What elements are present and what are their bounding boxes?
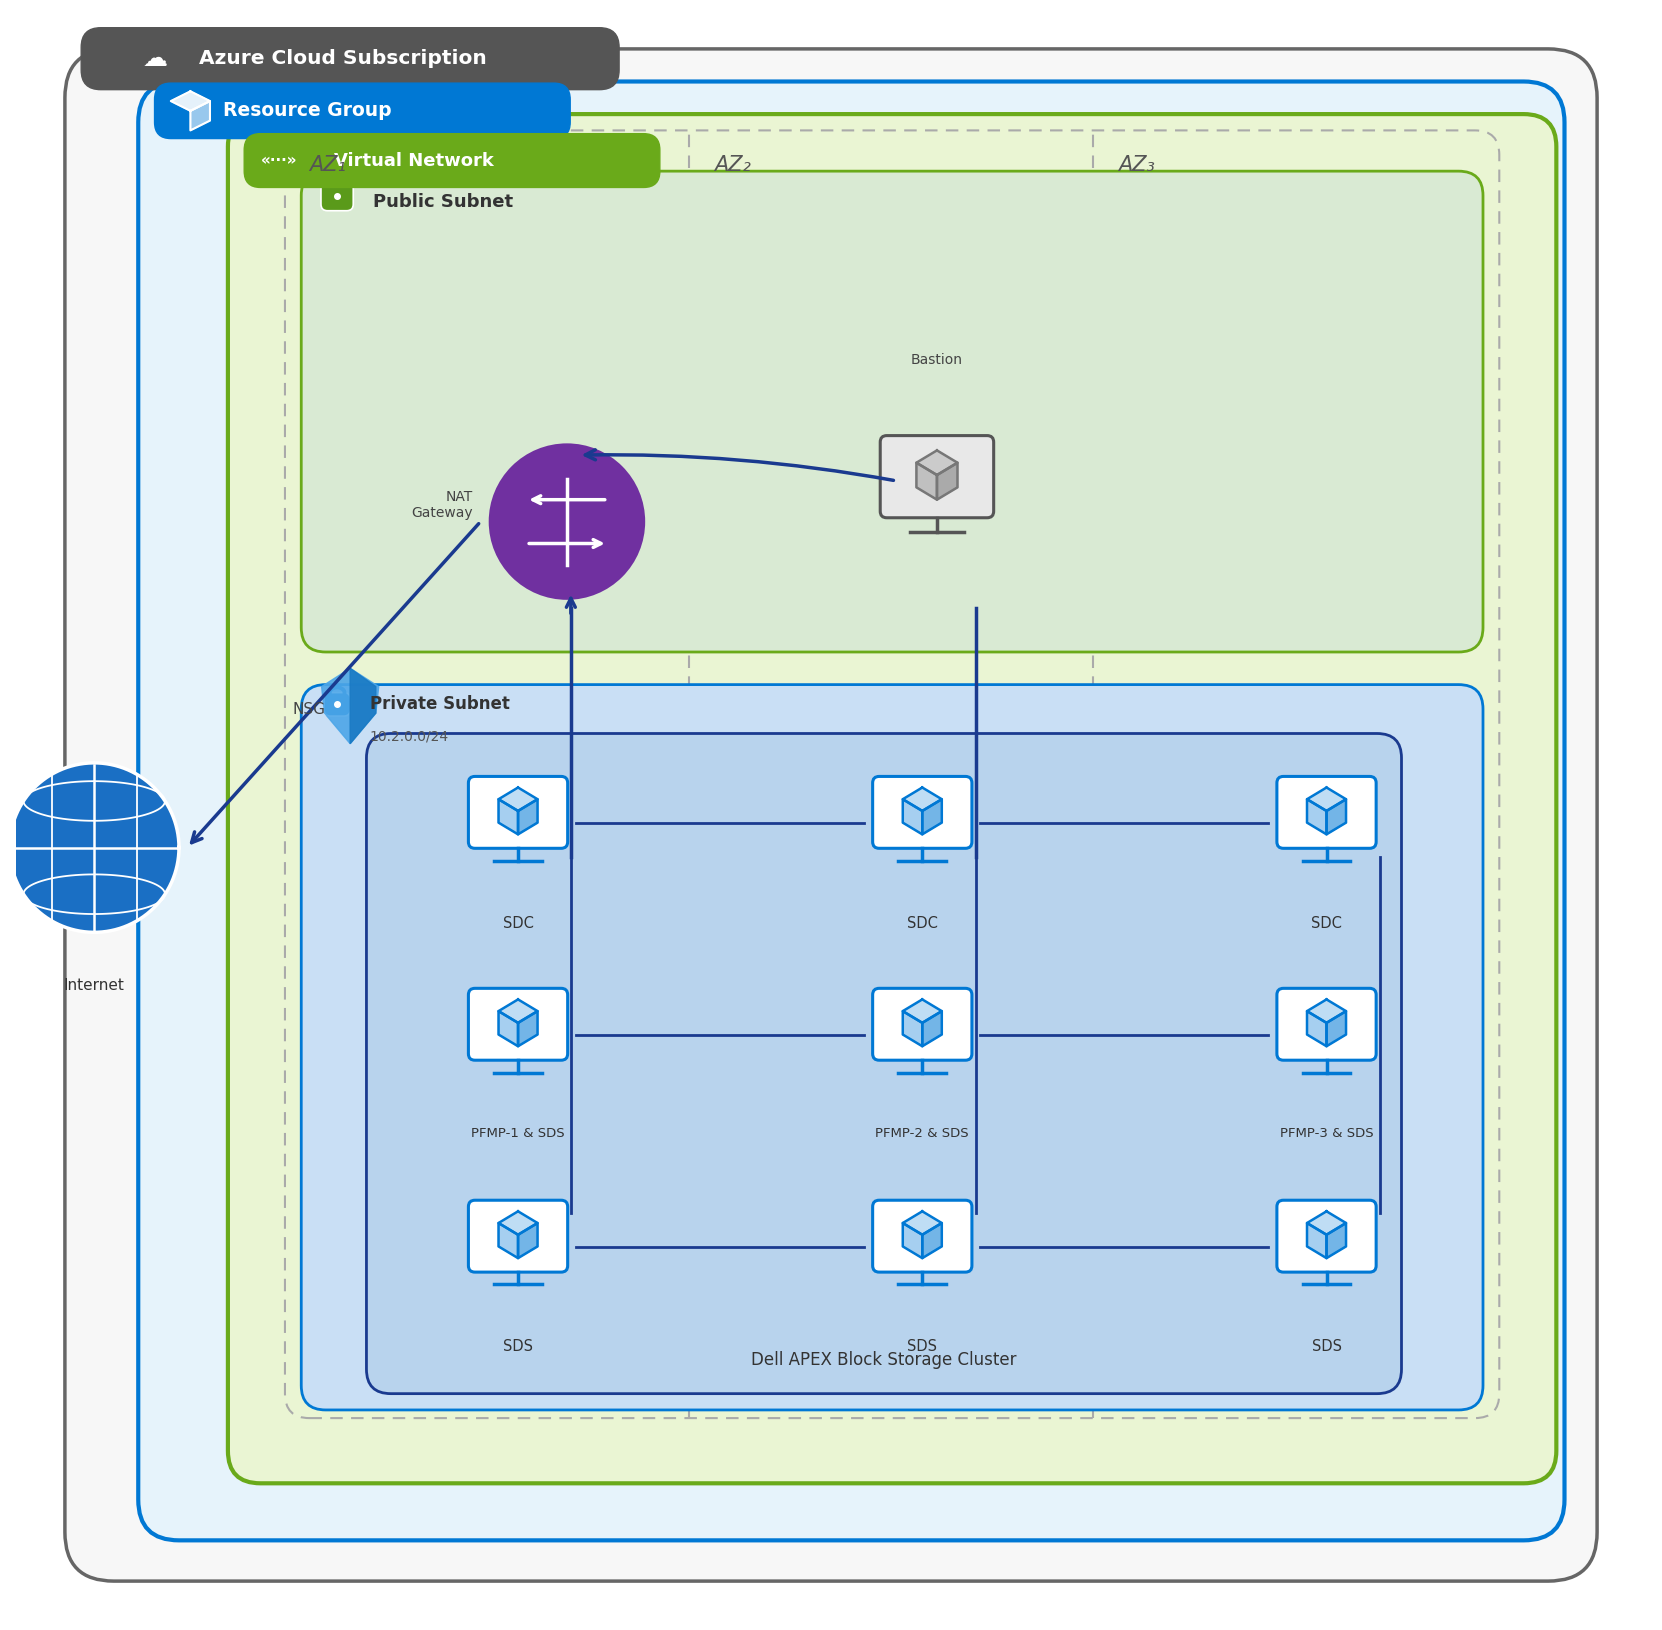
Text: SDC: SDC <box>502 916 534 931</box>
Text: PFMP-2 & SDS: PFMP-2 & SDS <box>876 1128 969 1141</box>
Text: ☁: ☁ <box>143 47 168 70</box>
Polygon shape <box>902 1211 942 1236</box>
FancyBboxPatch shape <box>81 28 620 90</box>
Polygon shape <box>499 787 537 812</box>
Polygon shape <box>902 999 942 1024</box>
Text: AZ₁: AZ₁ <box>309 155 346 174</box>
Text: SDS: SDS <box>1311 1340 1341 1355</box>
Polygon shape <box>902 1011 922 1046</box>
Polygon shape <box>519 1011 537 1046</box>
Polygon shape <box>916 450 957 474</box>
Text: PFMP-3 & SDS: PFMP-3 & SDS <box>1280 1128 1373 1141</box>
Text: SDC: SDC <box>907 916 937 931</box>
FancyBboxPatch shape <box>301 685 1483 1410</box>
Polygon shape <box>1326 799 1346 835</box>
Polygon shape <box>922 1011 942 1046</box>
Polygon shape <box>1306 799 1326 835</box>
Polygon shape <box>191 101 209 130</box>
Polygon shape <box>1306 999 1346 1024</box>
Polygon shape <box>519 799 537 835</box>
FancyBboxPatch shape <box>873 988 972 1060</box>
Text: Public Subnet: Public Subnet <box>372 192 514 212</box>
Text: Azure Cloud Subscription: Azure Cloud Subscription <box>198 49 487 68</box>
FancyBboxPatch shape <box>469 1200 568 1271</box>
Polygon shape <box>171 91 209 111</box>
FancyBboxPatch shape <box>1276 1200 1376 1271</box>
FancyBboxPatch shape <box>244 134 660 187</box>
FancyBboxPatch shape <box>881 435 994 518</box>
FancyBboxPatch shape <box>873 776 972 848</box>
Polygon shape <box>519 1222 537 1258</box>
Text: Virtual Network: Virtual Network <box>334 152 494 170</box>
FancyBboxPatch shape <box>1276 776 1376 848</box>
Polygon shape <box>499 999 537 1024</box>
FancyBboxPatch shape <box>1276 988 1376 1060</box>
Circle shape <box>489 443 645 600</box>
Polygon shape <box>916 463 937 500</box>
Polygon shape <box>1326 1222 1346 1258</box>
FancyBboxPatch shape <box>65 49 1597 1581</box>
Polygon shape <box>1306 787 1346 812</box>
Text: 10.2.0.0/24: 10.2.0.0/24 <box>369 730 449 743</box>
Polygon shape <box>1306 1211 1346 1236</box>
Text: PFMP-1 & SDS: PFMP-1 & SDS <box>472 1128 565 1141</box>
Circle shape <box>10 763 179 932</box>
Polygon shape <box>499 799 519 835</box>
Polygon shape <box>922 799 942 835</box>
Text: Internet: Internet <box>63 978 125 993</box>
FancyBboxPatch shape <box>366 734 1401 1394</box>
Text: Resource Group: Resource Group <box>223 101 392 121</box>
Text: «···»: «···» <box>261 153 297 168</box>
Polygon shape <box>1306 1011 1326 1046</box>
FancyBboxPatch shape <box>321 183 354 210</box>
FancyBboxPatch shape <box>873 1200 972 1271</box>
Polygon shape <box>351 668 376 743</box>
FancyBboxPatch shape <box>138 82 1564 1540</box>
Polygon shape <box>922 1222 942 1258</box>
Polygon shape <box>937 463 957 500</box>
Text: SDS: SDS <box>907 1340 937 1355</box>
Polygon shape <box>902 1222 922 1258</box>
Polygon shape <box>902 787 942 812</box>
Text: NAT
Gateway: NAT Gateway <box>411 491 472 520</box>
Polygon shape <box>1306 1222 1326 1258</box>
Text: AZ₂: AZ₂ <box>713 155 751 174</box>
Polygon shape <box>499 1011 519 1046</box>
Text: SDS: SDS <box>504 1340 534 1355</box>
Text: Bastion: Bastion <box>911 352 962 367</box>
Polygon shape <box>499 1211 537 1236</box>
FancyBboxPatch shape <box>324 693 351 716</box>
Text: AZ₃: AZ₃ <box>1119 155 1155 174</box>
Polygon shape <box>322 668 379 743</box>
FancyBboxPatch shape <box>228 114 1556 1483</box>
Text: SDC: SDC <box>1311 916 1341 931</box>
FancyBboxPatch shape <box>155 83 570 139</box>
FancyBboxPatch shape <box>469 776 568 848</box>
FancyBboxPatch shape <box>469 988 568 1060</box>
Polygon shape <box>1326 1011 1346 1046</box>
Polygon shape <box>499 1222 519 1258</box>
Text: NSG: NSG <box>293 701 326 717</box>
FancyBboxPatch shape <box>301 171 1483 652</box>
Text: Private Subnet: Private Subnet <box>369 694 510 714</box>
Polygon shape <box>902 799 922 835</box>
Text: Dell APEX Block Storage Cluster: Dell APEX Block Storage Cluster <box>751 1351 1017 1369</box>
